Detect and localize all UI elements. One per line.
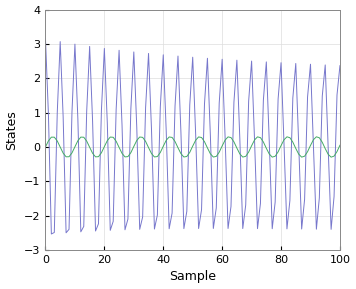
X-axis label: Sample: Sample: [169, 271, 216, 284]
Y-axis label: States: States: [6, 110, 19, 150]
